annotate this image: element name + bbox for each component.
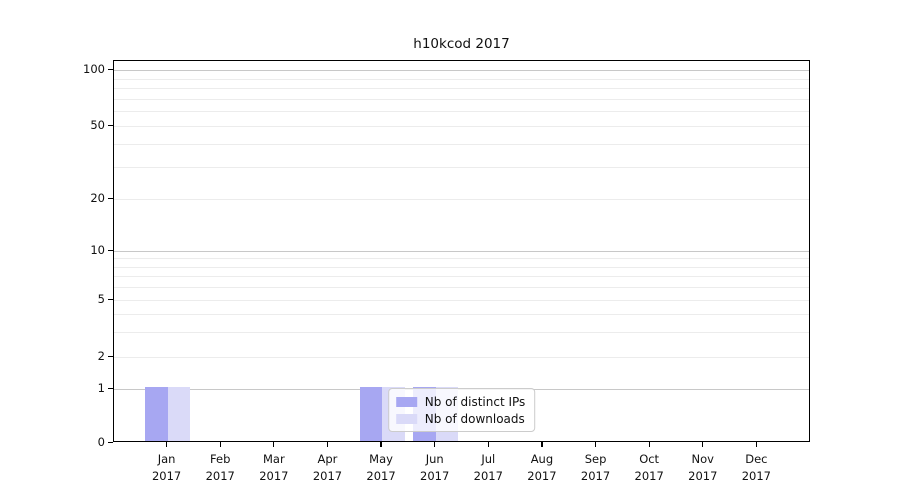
gridline-major-100 bbox=[114, 70, 809, 71]
gridline-minor-3 bbox=[114, 331, 809, 333]
gridline-minor-50 bbox=[114, 126, 809, 127]
x-tick-label-feb: Feb 2017 bbox=[185, 451, 255, 485]
y-tick-label-100: 100 bbox=[83, 62, 105, 76]
x-tick-mark-feb bbox=[219, 442, 221, 447]
gridline-minor-6 bbox=[114, 287, 809, 289]
chart-title: h10kcod 2017 bbox=[413, 36, 510, 52]
x-tick-year: 2017 bbox=[634, 469, 664, 483]
gridline-minor-80 bbox=[114, 88, 809, 90]
y-tick-label-2: 2 bbox=[97, 349, 105, 363]
x-tick-mark-aug bbox=[541, 442, 543, 447]
x-tick-mark-nov bbox=[702, 442, 704, 447]
gridline-minor-60 bbox=[114, 111, 809, 113]
y-tick-mark-10 bbox=[108, 250, 113, 252]
x-tick-label-oct: Oct 2017 bbox=[614, 451, 684, 485]
y-tick-mark-20 bbox=[108, 198, 113, 200]
x-tick-mark-jul bbox=[487, 442, 489, 447]
x-tick-mark-apr bbox=[326, 442, 329, 447]
y-tick-mark-0 bbox=[108, 442, 113, 444]
y-tick-label-5: 5 bbox=[97, 292, 105, 306]
bar-may-distinct-ips bbox=[359, 387, 383, 441]
x-tick-year: 2017 bbox=[741, 469, 772, 483]
gridline-minor-40 bbox=[114, 143, 809, 145]
gridline-minor-8 bbox=[114, 266, 809, 268]
x-tick-label-aug: Aug 2017 bbox=[507, 451, 577, 485]
x-tick-label-may: May 2017 bbox=[346, 451, 416, 485]
x-tick-year: 2017 bbox=[312, 469, 343, 483]
x-tick-month: Sep bbox=[584, 452, 607, 466]
x-tick-mark-mar bbox=[273, 442, 275, 447]
bar-jan-downloads bbox=[167, 387, 191, 441]
x-tick-month: Nov bbox=[691, 452, 714, 466]
bar-jan-distinct-ips bbox=[145, 387, 168, 441]
legend-label-distinct-ips: Nb of distinct IPs bbox=[424, 394, 526, 409]
x-tick-year: 2017 bbox=[366, 469, 396, 483]
gridline-minor-7 bbox=[114, 276, 809, 278]
x-tick-mark-sep bbox=[594, 442, 597, 447]
x-tick-month: Jan bbox=[157, 452, 176, 466]
y-tick-label-0: 0 bbox=[97, 435, 105, 449]
x-tick-month: Dec bbox=[745, 452, 768, 466]
gridline-minor-20 bbox=[114, 199, 809, 200]
x-tick-year: 2017 bbox=[259, 469, 289, 483]
legend-label-downloads: Nb of downloads bbox=[424, 411, 525, 426]
x-tick-label-sep: Sep 2017 bbox=[561, 451, 631, 485]
gridline-minor-70 bbox=[114, 98, 809, 100]
x-tick-mark-may bbox=[380, 442, 382, 447]
y-tick-mark-2 bbox=[108, 356, 113, 358]
gridline-minor-9 bbox=[114, 258, 809, 260]
gridline-major-10 bbox=[114, 251, 809, 252]
gridline-minor-30 bbox=[114, 166, 809, 168]
y-tick-mark-50 bbox=[108, 125, 113, 127]
legend-swatch-downloads bbox=[395, 413, 417, 424]
plot-area: Nb of distinct IPs Nb of downloads bbox=[113, 60, 810, 442]
x-tick-month: Aug bbox=[530, 452, 554, 466]
y-tick-mark-1 bbox=[108, 388, 113, 390]
gridline-minor-5 bbox=[114, 300, 809, 301]
x-tick-year: 2017 bbox=[205, 469, 235, 483]
x-tick-label-jan: Jan 2017 bbox=[132, 451, 202, 485]
y-tick-label-50: 50 bbox=[90, 118, 105, 132]
x-tick-month: Feb bbox=[210, 452, 231, 466]
y-tick-label-1: 1 bbox=[97, 381, 105, 395]
x-tick-month: Mar bbox=[262, 452, 285, 466]
x-tick-month: Jun bbox=[425, 452, 444, 466]
x-tick-label-jul: Jul 2017 bbox=[453, 451, 523, 485]
x-tick-mark-jan bbox=[166, 442, 168, 447]
x-tick-year: 2017 bbox=[688, 469, 718, 483]
x-tick-label-apr: Apr 2017 bbox=[292, 451, 362, 485]
x-tick-year: 2017 bbox=[580, 469, 611, 483]
y-tick-mark-100 bbox=[108, 69, 113, 71]
x-tick-month: Jul bbox=[481, 452, 496, 466]
x-tick-month: Oct bbox=[639, 452, 660, 466]
legend: Nb of distinct IPs Nb of downloads bbox=[387, 388, 536, 432]
x-tick-mark-jun bbox=[434, 442, 436, 447]
x-tick-year: 2017 bbox=[420, 469, 450, 483]
legend-item-distinct-ips: Nb of distinct IPs bbox=[395, 394, 526, 409]
x-tick-year: 2017 bbox=[527, 469, 557, 483]
x-tick-mark-dec bbox=[755, 442, 757, 447]
x-tick-label-mar: Mar 2017 bbox=[239, 451, 309, 485]
x-tick-mark-oct bbox=[648, 442, 650, 447]
x-tick-year: 2017 bbox=[473, 469, 503, 483]
gridline-minor-4 bbox=[114, 313, 809, 315]
x-tick-label-jun: Jun 2017 bbox=[400, 451, 470, 485]
legend-item-downloads: Nb of downloads bbox=[395, 411, 526, 426]
x-tick-month: May bbox=[369, 452, 393, 466]
y-tick-mark-5 bbox=[108, 299, 113, 301]
gridline-minor-90 bbox=[114, 78, 809, 80]
gridline-minor-2 bbox=[114, 357, 809, 358]
x-tick-label-nov: Nov 2017 bbox=[668, 451, 738, 485]
x-tick-label-dec: Dec 2017 bbox=[721, 451, 791, 485]
legend-swatch-distinct-ips bbox=[395, 396, 417, 407]
x-tick-year: 2017 bbox=[151, 469, 182, 483]
y-tick-label-20: 20 bbox=[90, 191, 105, 205]
x-tick-month: Apr bbox=[317, 452, 338, 466]
y-tick-label-10: 10 bbox=[90, 243, 105, 257]
